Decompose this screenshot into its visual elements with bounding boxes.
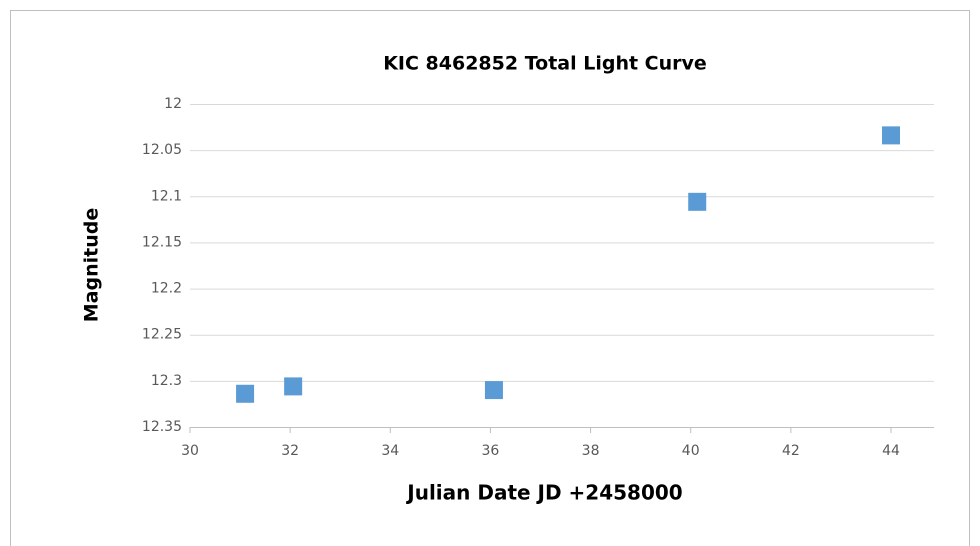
- x-tick-label: 44: [882, 443, 900, 459]
- x-tick-label: 34: [381, 443, 399, 459]
- chart-title: KIC 8462852 Total Light Curve: [383, 53, 707, 75]
- x-axis-label: Julian Date JD +2458000: [405, 481, 682, 505]
- y-tick-label: 12.05: [142, 142, 182, 158]
- marker: [284, 377, 303, 396]
- x-tick-label: 38: [582, 443, 600, 459]
- y-tick-label: 12.25: [142, 327, 182, 343]
- x-tick-label: 32: [281, 443, 299, 459]
- y-axis-label: Magnitude: [81, 208, 103, 322]
- y-tick-label: 12.1: [151, 188, 182, 204]
- marker: [484, 381, 503, 400]
- y-tick-label: 12.15: [142, 234, 182, 250]
- x-tick-label: 42: [782, 443, 800, 459]
- x-tick-label: 40: [682, 443, 700, 459]
- y-tick-label: 12: [164, 96, 182, 112]
- x-tick-label: 30: [181, 443, 199, 459]
- y-tick-label: 12.35: [142, 419, 182, 435]
- marker: [236, 384, 255, 403]
- y-tick-label: 12.2: [151, 281, 182, 297]
- x-tick-label: 36: [482, 443, 500, 459]
- marker: [882, 126, 900, 145]
- marker: [688, 192, 707, 211]
- y-tick-label: 12.3: [151, 373, 182, 389]
- chart-frame: [10, 10, 970, 546]
